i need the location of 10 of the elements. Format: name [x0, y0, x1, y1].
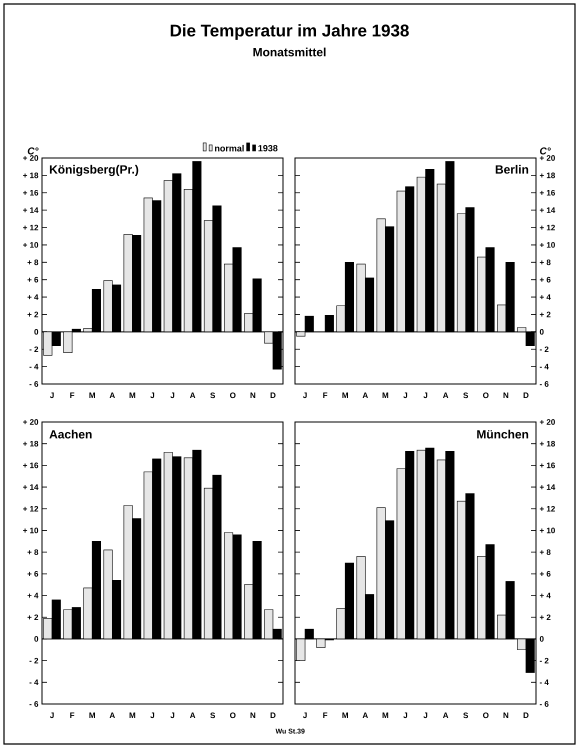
annotation: München	[477, 430, 528, 439]
y2-axis-title: C°	[540, 147, 551, 154]
y-axis-title: C°	[28, 147, 39, 154]
chart-subtitle: Monatsmittel	[253, 48, 326, 56]
annotation: Aachen	[49, 430, 92, 439]
legend-label: normal	[215, 144, 244, 152]
annotation: Königsberg(Pr.)	[50, 164, 138, 176]
legend-label: 1938	[258, 145, 278, 152]
annotation: Berlin	[496, 164, 528, 174]
chart-title: Die Temperatur im Jahre 1938	[170, 24, 409, 40]
